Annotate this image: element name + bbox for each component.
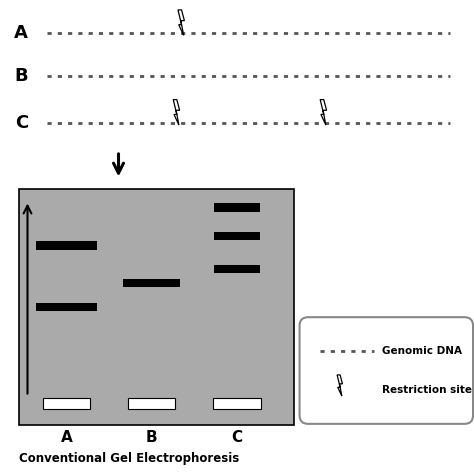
Polygon shape: [173, 100, 180, 125]
Polygon shape: [178, 10, 184, 35]
Bar: [128, 398, 175, 409]
Bar: [123, 279, 180, 287]
Polygon shape: [337, 375, 342, 396]
Text: C: C: [231, 430, 243, 446]
Text: Restriction site: Restriction site: [382, 385, 472, 395]
Text: Conventional Gel Electrophoresis: Conventional Gel Electrophoresis: [19, 452, 239, 465]
Bar: [214, 265, 259, 273]
Bar: [213, 398, 261, 409]
Text: Genomic DNA: Genomic DNA: [382, 346, 462, 356]
Bar: [19, 189, 294, 425]
Text: B: B: [146, 430, 157, 446]
Text: A: A: [61, 430, 72, 446]
Text: A: A: [14, 24, 28, 42]
Text: B: B: [15, 67, 28, 84]
Bar: [43, 398, 90, 409]
Bar: [214, 203, 259, 212]
Text: C: C: [15, 114, 28, 132]
Bar: [36, 303, 97, 311]
Bar: [36, 241, 97, 250]
FancyBboxPatch shape: [300, 317, 473, 424]
Polygon shape: [320, 100, 327, 125]
Bar: [214, 232, 259, 240]
